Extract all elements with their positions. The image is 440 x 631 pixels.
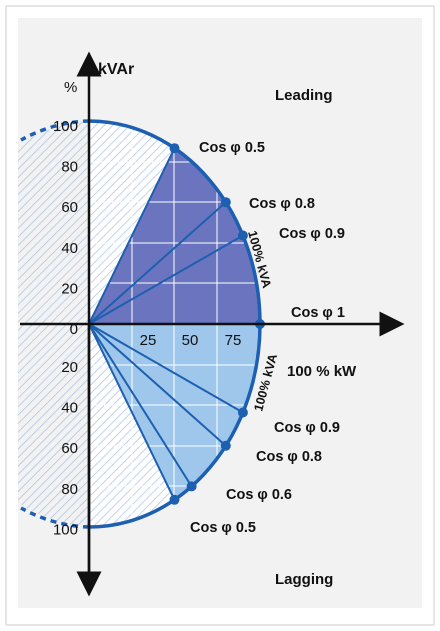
y-tick-upper-3: 40 — [61, 240, 78, 257]
y-axis-unit-label: kVAr — [98, 61, 134, 78]
upper-phasor-0-line — [88, 147, 176, 325]
left-hatch-upper — [18, 121, 89, 324]
lower-phasor-1-dot — [220, 440, 231, 451]
y-tick-upper-0: 100 — [53, 118, 78, 135]
upper-cos-0-8-label: Cos φ 0.8 — [249, 196, 315, 212]
lower-cos-0-9-label: Cos φ 0.9 — [274, 420, 340, 436]
lower-phasor-0-dot — [237, 407, 248, 418]
y-tick-upper-2: 60 — [61, 199, 78, 216]
y-axis-percent-label: % — [64, 79, 77, 96]
upper-phasor-2-line — [88, 234, 244, 325]
upper-cos-0-5-label: Cos φ 0.5 — [199, 140, 265, 156]
upper-phasor-1-line — [88, 201, 227, 325]
lower-phasor-3-dot — [169, 494, 180, 505]
x-axis-full-label: 100 % kW — [287, 363, 357, 380]
x-tick-2: 75 — [225, 332, 242, 349]
upper-phasor-0-dot — [169, 143, 180, 154]
lower-cos-0-6-label: Cos φ 0.6 — [226, 487, 292, 503]
y-tick-lower-1: 40 — [61, 400, 78, 417]
lower-phasor-0-line — [88, 323, 244, 414]
y-tick-lower-2: 60 — [61, 440, 78, 457]
dashed-arc-lower — [20, 506, 90, 529]
y-tick-labels: 100 80 60 40 20 0 20 40 60 80 100 — [53, 118, 78, 538]
y-tick-upper-5: 0 — [70, 321, 78, 338]
upper-cos-0-9-label: Cos φ 0.9 — [279, 226, 345, 242]
y-tick-lower-4: 100 — [53, 521, 78, 538]
x-tick-labels: 25 50 75 — [140, 332, 242, 349]
lagging-label: Lagging — [275, 571, 333, 588]
y-tick-lower-3: 80 — [61, 481, 78, 498]
y-tick-lower-0: 20 — [61, 359, 78, 376]
phasor-lines — [88, 147, 260, 501]
lower-cos-0-5-label: Cos φ 0.5 — [190, 520, 256, 536]
upper-phasor-1-dot — [220, 197, 231, 208]
upper-phasor-2-dot — [237, 230, 248, 241]
lower-phasor-2-line — [88, 323, 193, 487]
unity-cos-1-label: Cos φ 1 — [291, 305, 345, 321]
lower-cos-0-8-label: Cos φ 0.8 — [256, 449, 322, 465]
lower-phasor-3-line — [88, 323, 176, 501]
y-tick-upper-1: 80 — [61, 159, 78, 176]
y-tick-upper-4: 20 — [61, 280, 78, 297]
leading-label: Leading — [275, 87, 333, 104]
lower-phasor-2-dot — [186, 481, 197, 492]
left-hatch-lower — [18, 324, 89, 527]
dashed-arc-upper — [20, 119, 90, 142]
lower-phasor-1-line — [88, 323, 227, 447]
x-tick-1: 50 — [182, 332, 199, 349]
x-tick-0: 25 — [140, 332, 157, 349]
